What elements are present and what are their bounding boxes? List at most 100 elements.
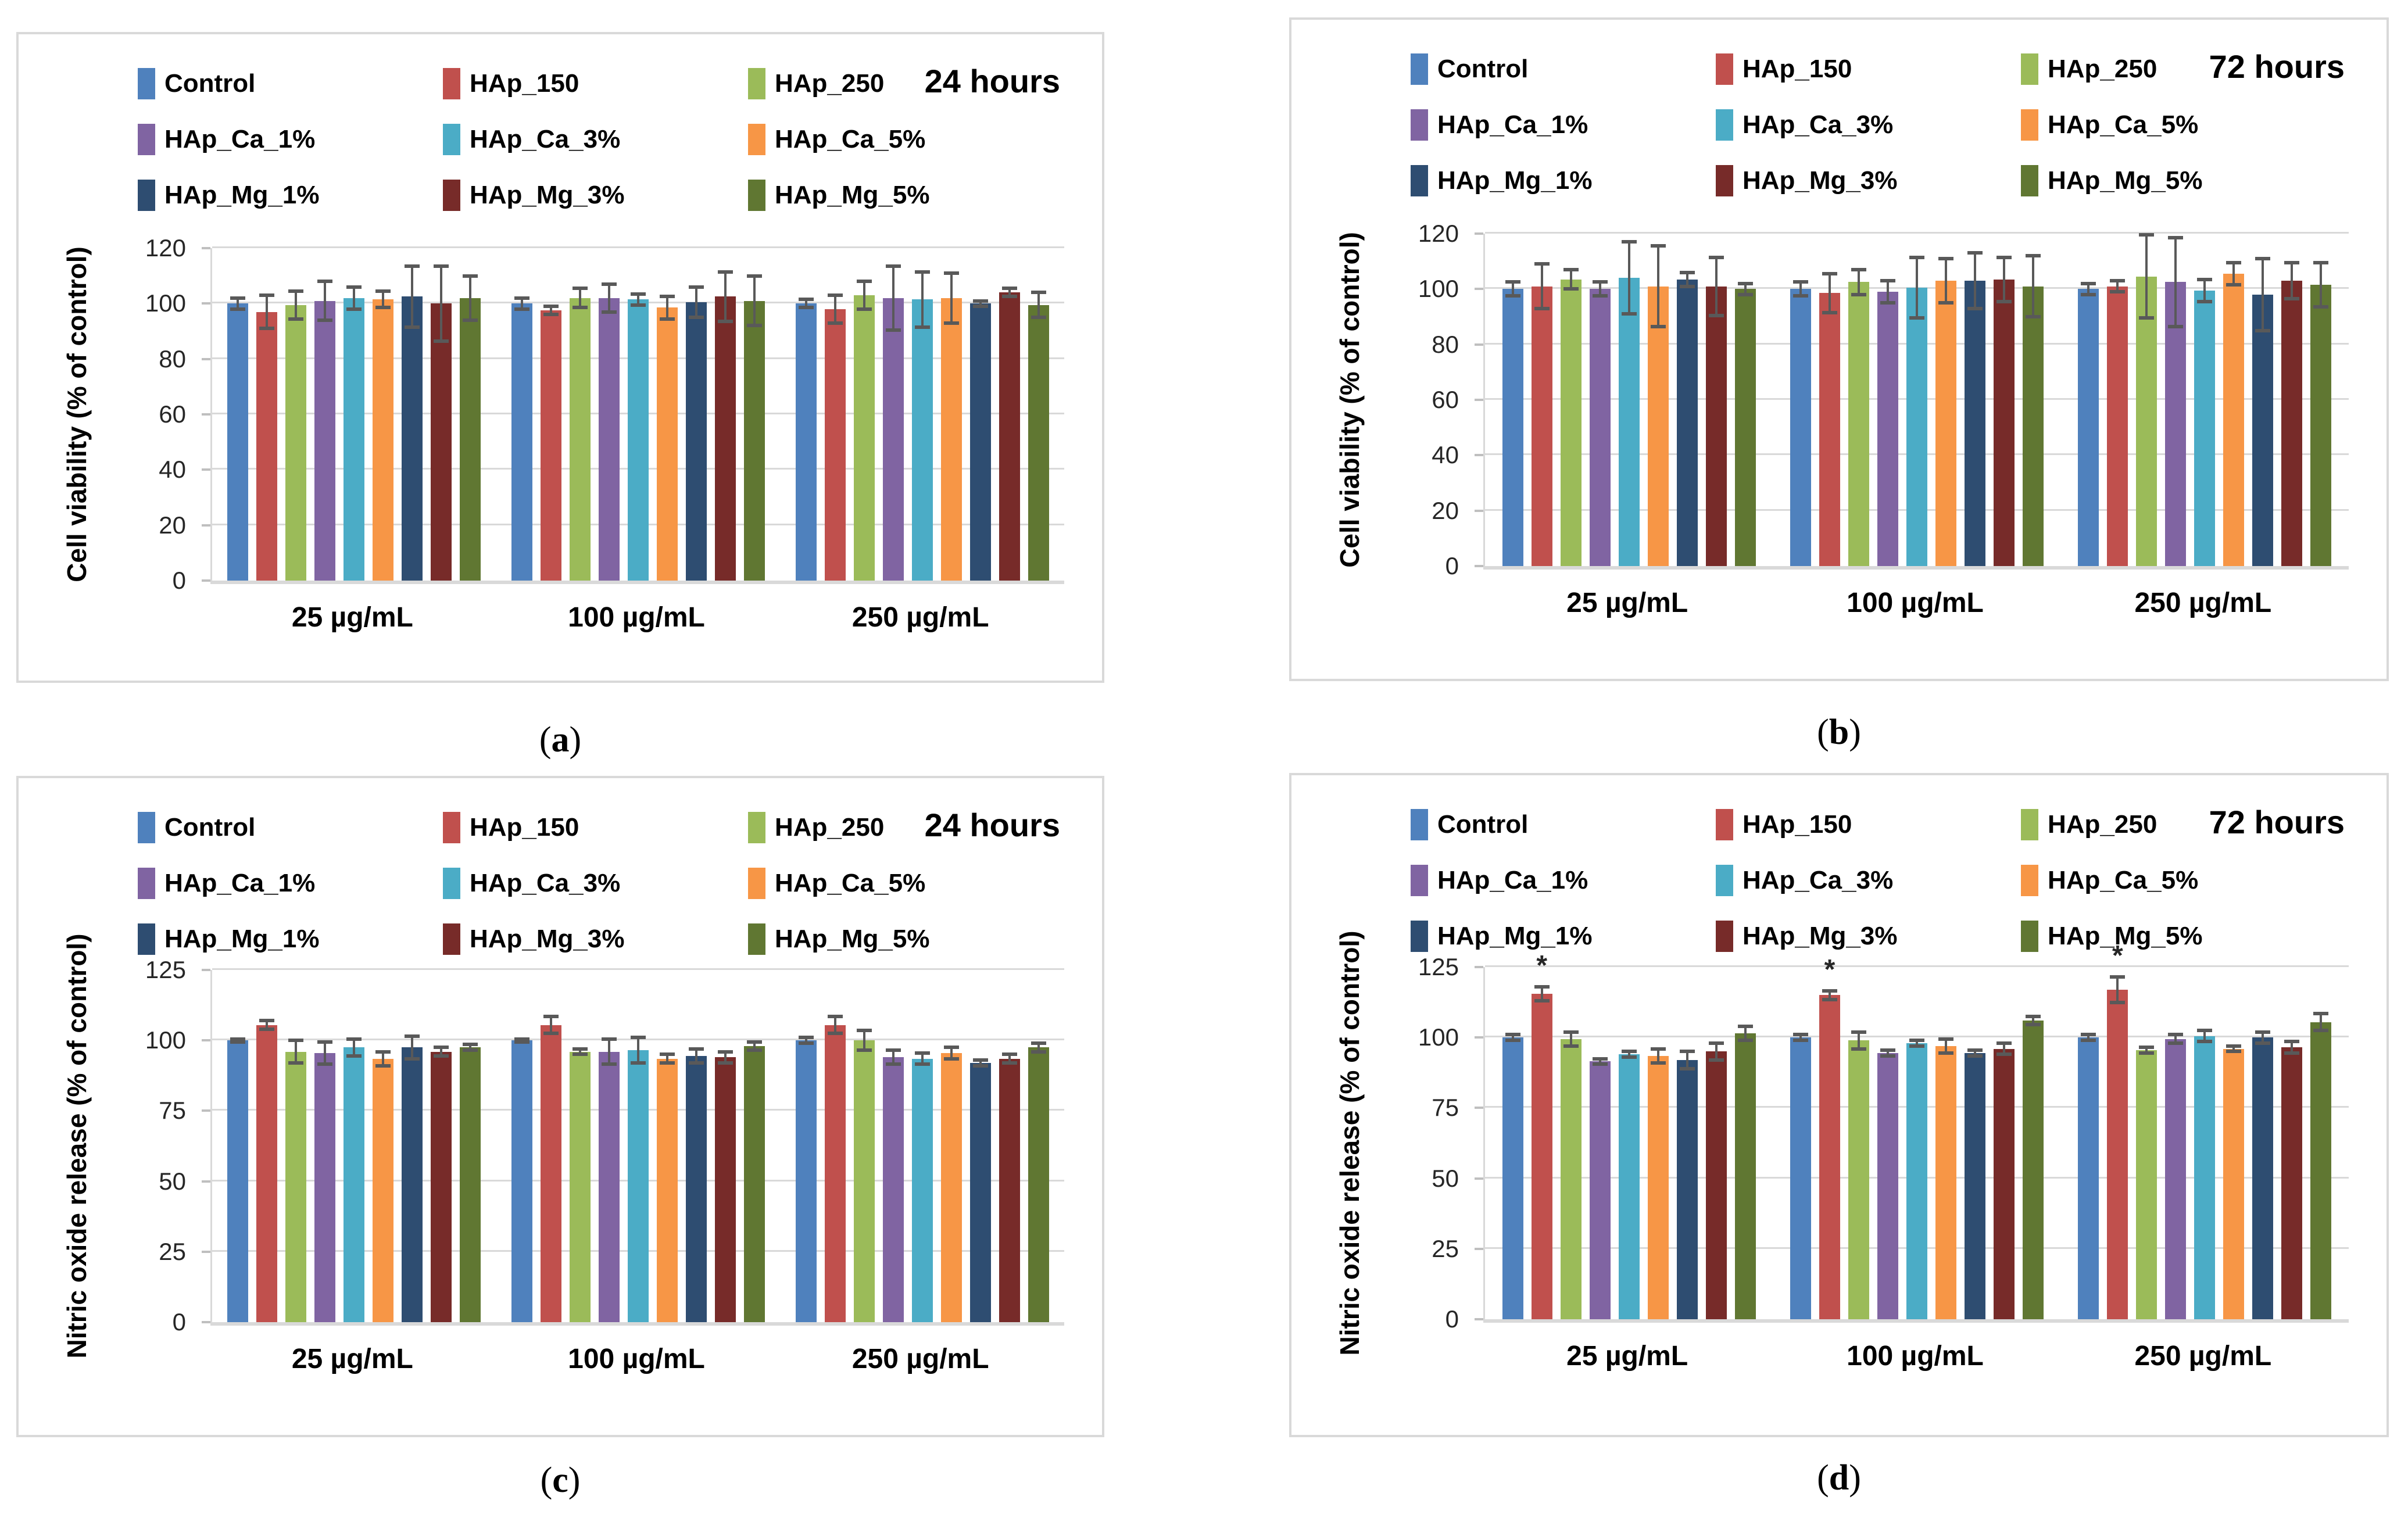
error-bar-cap-bottom: [1822, 310, 1837, 314]
error-bar-cap-top: [259, 1019, 275, 1023]
legend-item-hap-ca-1-: HAp_Ca_1%: [1411, 109, 1716, 141]
error-bar-cap-top: [1001, 1052, 1017, 1057]
bar-hap-250: [1848, 1040, 1869, 1319]
y-tick-mark: [1475, 966, 1483, 968]
error-bar-cap-top: [230, 1037, 246, 1041]
bar-slot: [1935, 234, 1956, 566]
error-bar-cap-bottom: [1563, 287, 1579, 291]
error-bar: [804, 1037, 807, 1044]
legend-swatch-icon: [2021, 53, 2038, 85]
bar-slot: [1589, 967, 1611, 1319]
legend-swatch-icon: [748, 868, 765, 899]
error-bar: [1686, 1051, 1688, 1069]
error-bar-cap-top: [885, 1048, 901, 1052]
bar-hap-mg-3-: [715, 1057, 736, 1322]
bar-slot: [882, 970, 904, 1322]
legend-swatch-icon: [1716, 53, 1733, 85]
error-bar: [440, 1047, 443, 1056]
bar-hap-mg-5-: [744, 300, 765, 581]
error-bar-cap-bottom: [514, 307, 529, 311]
error-bar: [2262, 258, 2264, 331]
plot-area: 0 20 40 60 80 100 120: [145, 234, 1064, 594]
error-bar-cap-top: [856, 1029, 872, 1033]
legend-swatch-icon: [2021, 109, 2038, 141]
y-tick-mark: [1475, 1107, 1483, 1109]
bar-slot: [1028, 970, 1049, 1322]
bar-slot: [1502, 967, 1523, 1319]
error-bar-cap-bottom: [885, 328, 901, 332]
error-bar-cap-bottom: [943, 321, 959, 325]
y-tick-label: 80: [159, 345, 186, 373]
error-bar-cap-bottom: [259, 327, 275, 331]
y-tick-label: 0: [1445, 1305, 1459, 1333]
y-tick-mark: [1475, 454, 1483, 457]
legend-swatch-icon: [748, 923, 765, 955]
legend-swatch-icon: [138, 923, 155, 955]
bar-hap-250: [1560, 1039, 1582, 1319]
legend-item-hap-mg-5-: HAp_Mg_5%: [748, 923, 1053, 955]
bar-slot: [1676, 967, 1698, 1319]
error-bar-cap-top: [602, 1037, 617, 1041]
bar-slot: [570, 970, 591, 1322]
bar-group-3: *: [2061, 941, 2349, 1319]
error-bar: [2087, 1034, 2090, 1041]
error-bar: [1973, 1050, 1976, 1056]
error-bar-cap-top: [660, 295, 675, 299]
error-bar-cap-bottom: [1534, 306, 1550, 310]
y-tick-label: 20: [159, 511, 186, 539]
error-bar: [2320, 1014, 2323, 1031]
panel-d-nitric-oxide-72h: Control HAp_150 HAp_250 HAp_Ca_1% HAp_Ca_3% H…: [1289, 773, 2389, 1437]
y-axis-title: Cell viability (% of control): [62, 246, 92, 582]
bar-control: [2078, 1037, 2099, 1319]
legend-item-hap-ca-3-: HAp_Ca_3%: [1716, 865, 2021, 896]
bar-hap-ca-5-: [1935, 281, 1956, 566]
bar-slot: [999, 248, 1020, 581]
bar-slot: *: [1531, 951, 1552, 1319]
bar-hap-ca-1-: [1877, 1052, 1898, 1319]
y-axis-title: Nitric oxide release (% of control): [1334, 930, 1365, 1356]
y-tick-mark: [202, 1250, 210, 1253]
error-bar-cap-top: [943, 271, 959, 275]
error-bar-cap-bottom: [718, 320, 733, 324]
legend-label: HAp_Mg_1%: [1437, 922, 1593, 950]
error-bar-cap-bottom: [2284, 297, 2300, 301]
error-bar-cap-bottom: [2313, 1029, 2329, 1033]
panel-a-cell-viability-24h: Control HAp_150 HAp_250 HAp_Ca_1% HAp_Ca_3% H…: [16, 32, 1104, 683]
error-bar: [1008, 1054, 1011, 1063]
legend-swatch-icon: [138, 68, 155, 99]
error-bar-cap-bottom: [1822, 997, 1837, 1001]
bar-slot: [2022, 234, 2044, 566]
y-tick-mark: [202, 302, 210, 305]
error-bar-cap-top: [2255, 1030, 2271, 1034]
bar-hap-mg-1-: [1676, 1059, 1698, 1319]
error-bar-cap-top: [2255, 256, 2271, 260]
bar-slot: [999, 970, 1020, 1322]
error-bar: [753, 1041, 756, 1051]
error-bar-cap-top: [602, 282, 617, 286]
error-bar-cap-bottom: [2255, 328, 2271, 332]
bar-hap-mg-1-: [1964, 1052, 1985, 1319]
legend: Control HAp_150 HAp_250 HAp_Ca_1% HAp_Ca_3% H…: [138, 68, 1053, 211]
bar-slot: [1618, 234, 1640, 566]
time-label: 24 hours: [924, 63, 1060, 99]
error-bar-cap-top: [827, 293, 843, 298]
error-bar: [382, 1051, 385, 1066]
error-bar-cap-bottom: [573, 306, 588, 310]
error-bar: [411, 266, 414, 327]
bar-hap-ca-1-: [882, 298, 904, 581]
legend-label: Control: [164, 813, 256, 842]
legend-swatch-icon: [443, 180, 460, 211]
error-bar-cap-bottom: [463, 318, 478, 322]
error-bar-cap-bottom: [1737, 1039, 1753, 1043]
bar-slot: [1906, 967, 1927, 1319]
error-bar-cap-bottom: [259, 1027, 275, 1031]
bar-hap-mg-3-: [431, 303, 452, 581]
legend-label: HAp_150: [470, 69, 579, 98]
error-bar: [2002, 1043, 2005, 1055]
y-tick-label: 75: [159, 1097, 186, 1125]
legend-item-control: Control: [138, 812, 443, 843]
bar-slot: [344, 248, 365, 581]
y-axis-title: Cell viability (% of control): [1334, 232, 1365, 568]
error-bar-cap-top: [405, 1034, 420, 1038]
error-bar-cap-top: [1621, 240, 1637, 244]
